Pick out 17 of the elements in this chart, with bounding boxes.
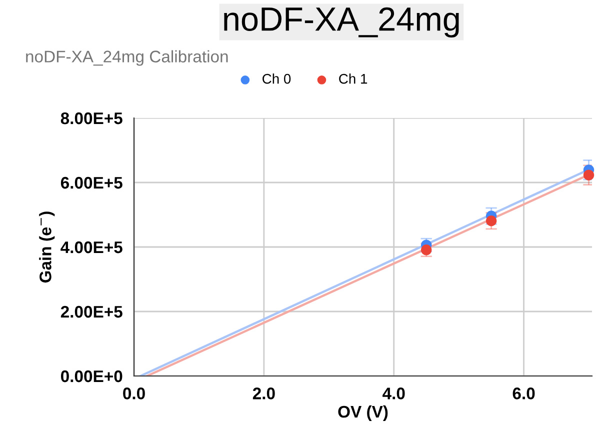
y-tick-label: 8.00E+5 — [60, 112, 122, 124]
y-tick-label: 6.00E+5 — [60, 176, 122, 189]
legend-label: Ch 0 — [262, 74, 291, 84]
chart-title: noDF-XA_24mg — [224, 7, 459, 38]
point — [486, 216, 497, 226]
legend-label: Ch 1 — [339, 74, 368, 84]
x-tick-label: 6.0 — [512, 388, 535, 400]
point — [583, 170, 594, 180]
y-tick-label: 4.00E+5 — [60, 241, 122, 254]
x-tick-label: 0.0 — [123, 388, 145, 400]
chart-subtitle: noDF-XA_24mg Calibration — [26, 50, 228, 66]
x-tick-label: 2.0 — [252, 388, 275, 400]
y-tick-label: 2.00E+5 — [60, 306, 122, 318]
x-axis-title: OV (V) — [338, 405, 388, 421]
x-tick-label: 4.0 — [382, 388, 405, 400]
y-axis-title: Gain (e$^{−}$) — [39, 212, 55, 283]
y-tick-label: 0.00E+0 — [60, 370, 122, 382]
